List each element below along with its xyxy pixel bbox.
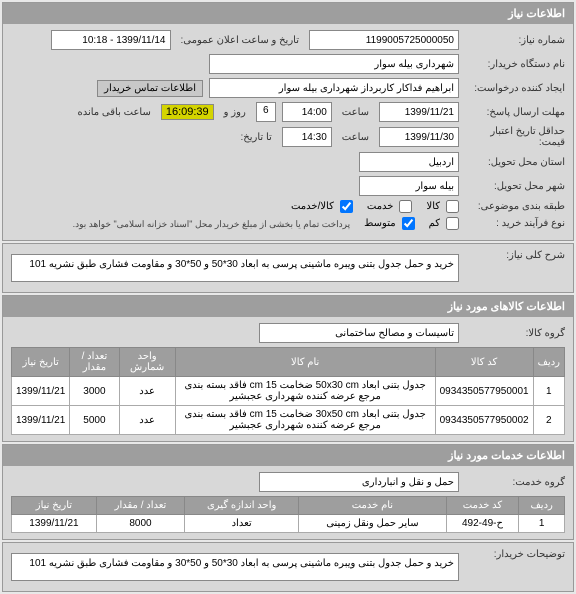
- table-header: واحد اندازه گیری: [185, 497, 299, 515]
- table-cell: عدد: [119, 406, 175, 435]
- state-input[interactable]: [359, 152, 459, 172]
- process-note: پرداخت تمام یا بخشی از مبلغ خریدار محل "…: [73, 219, 351, 230]
- process-low-label: کم: [429, 218, 440, 229]
- valid-time-input[interactable]: [282, 127, 332, 147]
- need-number-input[interactable]: [309, 30, 459, 50]
- need-info-panel: اطلاعات نیاز شماره نیاز: تاریخ و ساعت اع…: [2, 2, 574, 241]
- table-header: کد خدمت: [446, 497, 519, 515]
- need-info-title: اطلاعات نیاز: [3, 3, 573, 24]
- table-cell: 8000: [96, 515, 184, 533]
- desc-text: خرید و حمل جدول بتنی ویبره ماشینی پرسی ب…: [11, 254, 459, 282]
- table-header: تعداد / مقدار: [96, 497, 184, 515]
- creator-input[interactable]: [209, 78, 459, 98]
- goods-table: ردیفکد کالانام کالاواحد شمارشتعداد / مقد…: [11, 347, 565, 435]
- state-label: استان محل تحویل:: [465, 157, 565, 168]
- table-cell: 5000: [70, 406, 119, 435]
- buyer-notes-panel: توضیحات خریدار: خرید و حمل جدول بتنی ویب…: [2, 542, 574, 592]
- city-label: شهر محل تحویل:: [465, 181, 565, 192]
- services-table: ردیفکد خدمتنام خدمتواحد اندازه گیریتعداد…: [11, 496, 565, 533]
- table-header: تاریخ نیاز: [12, 348, 70, 377]
- table-header: کد کالا: [435, 348, 533, 377]
- table-cell: 0934350577950001: [435, 377, 533, 406]
- table-header: ردیف: [519, 497, 565, 515]
- table-cell: 1: [519, 515, 565, 533]
- table-cell: سایر حمل ونقل زمینی: [299, 515, 447, 533]
- goods-group-input[interactable]: [259, 323, 459, 343]
- need-number-label: شماره نیاز:: [465, 35, 565, 46]
- time-label-2: ساعت: [338, 132, 373, 143]
- table-row: 10934350577950001جدول بتنی ابعاد 50x30 c…: [12, 377, 565, 406]
- remain-label: ساعت باقی مانده: [73, 107, 154, 118]
- class-service-checkbox[interactable]: [399, 200, 412, 213]
- class-goods-label: کالا: [426, 201, 440, 212]
- table-cell: 1399/11/21: [12, 377, 70, 406]
- services-title: اطلاعات خدمات مورد نیاز: [3, 445, 573, 466]
- services-group-label: گروه خدمت:: [465, 477, 565, 488]
- class-mix-label: کالا/خدمت: [291, 201, 334, 212]
- table-cell: 0934350577950002: [435, 406, 533, 435]
- valid-date-input[interactable]: [379, 127, 459, 147]
- buyer-notes-text: خرید و حمل جدول بتنی ویبره ماشینی پرسی ب…: [11, 553, 459, 581]
- table-cell: ح-49-492: [446, 515, 519, 533]
- table-row: 20934350577950002جدول بتنی ابعاد 30x50 c…: [12, 406, 565, 435]
- table-header: تاریخ نیاز: [12, 497, 97, 515]
- table-header: نام خدمت: [299, 497, 447, 515]
- valid-label: حداقل تاریخ اعتبار قیمت:: [465, 126, 565, 148]
- table-cell: جدول بتنی ابعاد 30x50 cm ضخامت 15 cm فاق…: [175, 406, 435, 435]
- table-cell: جدول بتنی ابعاد 50x30 cm ضخامت 15 cm فاق…: [175, 377, 435, 406]
- process-mid-label: متوسط: [364, 218, 395, 229]
- deadline-date-input[interactable]: [379, 102, 459, 122]
- deadline-label: مهلت ارسال پاسخ:: [465, 107, 565, 118]
- announce-input[interactable]: [51, 30, 171, 50]
- class-goods-checkbox[interactable]: [446, 200, 459, 213]
- table-cell: عدد: [119, 377, 175, 406]
- table-header: نام کالا: [175, 348, 435, 377]
- deadline-time-input[interactable]: [282, 102, 332, 122]
- process-low-checkbox[interactable]: [446, 217, 459, 230]
- class-mix-checkbox[interactable]: [340, 200, 353, 213]
- buyer-notes-label: توضیحات خریدار:: [465, 549, 565, 560]
- table-cell: 1: [533, 377, 564, 406]
- announce-label: تاریخ و ساعت اعلان عمومی:: [177, 35, 304, 46]
- time-label-1: ساعت: [338, 107, 373, 118]
- process-label: نوع فرآیند خرید :: [465, 218, 565, 229]
- table-cell: 1399/11/21: [12, 515, 97, 533]
- table-row: 1ح-49-492سایر حمل ونقل زمینیتعداد8000139…: [12, 515, 565, 533]
- remain-time: 16:09:39: [161, 104, 214, 120]
- goods-title: اطلاعات کالاهای مورد نیاز: [3, 296, 573, 317]
- end-label: تا تاریخ:: [236, 132, 275, 143]
- table-cell: 2: [533, 406, 564, 435]
- class-label: طبقه بندی موضوعی:: [465, 201, 565, 212]
- goods-group-label: گروه کالا:: [465, 328, 565, 339]
- need-desc-panel: شرح کلی نیاز: خرید و حمل جدول بتنی ویبره…: [2, 243, 574, 293]
- table-cell: تعداد: [185, 515, 299, 533]
- table-cell: 3000: [70, 377, 119, 406]
- process-mid-checkbox[interactable]: [402, 217, 415, 230]
- services-panel: اطلاعات خدمات مورد نیاز گروه خدمت: ردیفک…: [2, 444, 574, 540]
- table-header: واحد شمارش: [119, 348, 175, 377]
- table-header: تعداد / مقدار: [70, 348, 119, 377]
- services-group-input[interactable]: [259, 472, 459, 492]
- remain-days: 6: [256, 102, 276, 122]
- buyer-contact-button[interactable]: اطلاعات تماس خریدار: [97, 80, 203, 97]
- buyer-input[interactable]: [209, 54, 459, 74]
- city-input[interactable]: [359, 176, 459, 196]
- day-label: روز و: [220, 107, 250, 118]
- table-cell: 1399/11/21: [12, 406, 70, 435]
- class-service-label: خدمت: [367, 201, 394, 212]
- creator-label: ایجاد کننده درخواست:: [465, 83, 565, 94]
- desc-label: شرح کلی نیاز:: [465, 250, 565, 261]
- buyer-label: نام دستگاه خریدار:: [465, 59, 565, 70]
- table-header: ردیف: [533, 348, 564, 377]
- goods-panel: اطلاعات کالاهای مورد نیاز گروه کالا: ردی…: [2, 295, 574, 442]
